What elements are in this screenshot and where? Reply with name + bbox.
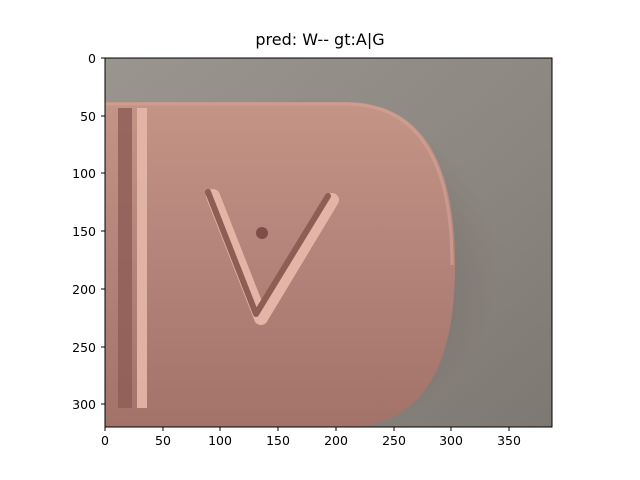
x-tick-label: 0 bbox=[101, 433, 109, 448]
y-axis: 0 50 100 150 200 250 300 bbox=[72, 51, 105, 412]
deboss-dot bbox=[256, 227, 268, 239]
pill-body bbox=[105, 102, 455, 427]
y-tick-label: 100 bbox=[72, 166, 96, 181]
x-axis: 0 50 100 150 200 250 300 350 bbox=[101, 427, 521, 448]
debossed-letter bbox=[205, 189, 339, 325]
score-line-highlight bbox=[137, 108, 147, 408]
x-tick-label: 100 bbox=[208, 433, 232, 448]
y-tick-label: 50 bbox=[80, 109, 96, 124]
figure-title: pred: W-- gt:A|G bbox=[255, 30, 385, 49]
x-tick-label: 150 bbox=[266, 433, 290, 448]
pill-photo bbox=[105, 58, 552, 427]
y-tick-label: 300 bbox=[72, 397, 96, 412]
y-tick-label: 200 bbox=[72, 282, 96, 297]
axes-frame bbox=[104, 57, 553, 428]
y-tick-label: 0 bbox=[88, 51, 96, 66]
y-tick-label: 150 bbox=[72, 224, 96, 239]
x-tick-label: 200 bbox=[324, 433, 348, 448]
x-tick-label: 300 bbox=[439, 433, 463, 448]
x-tick-label: 250 bbox=[382, 433, 406, 448]
y-tick-label: 250 bbox=[72, 340, 96, 355]
score-line-groove bbox=[118, 108, 132, 408]
x-tick-label: 350 bbox=[497, 433, 521, 448]
x-tick-label: 50 bbox=[155, 433, 171, 448]
